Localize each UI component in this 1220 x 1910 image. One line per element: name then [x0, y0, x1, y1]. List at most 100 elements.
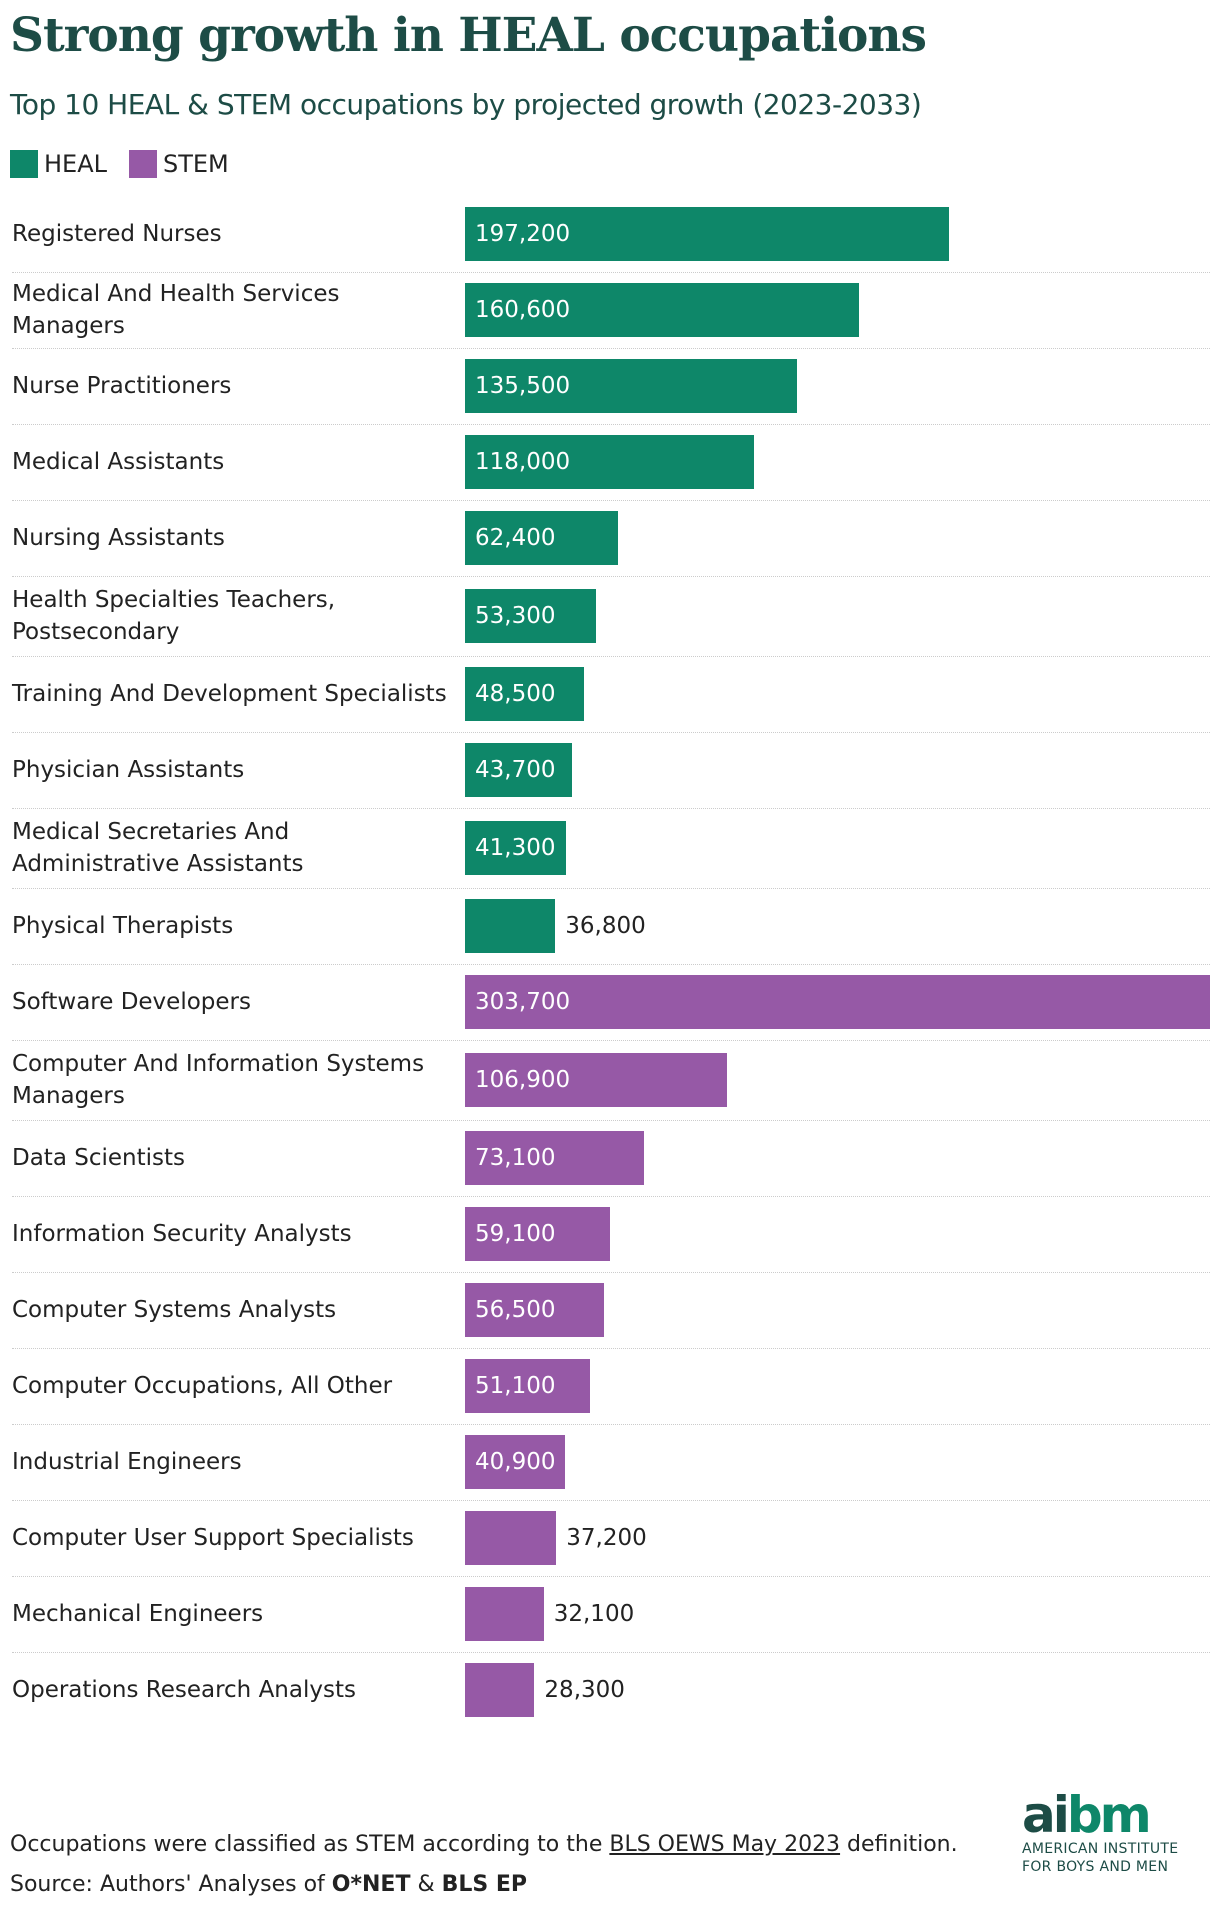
source-prefix: Source: Authors' Analyses of [10, 1872, 332, 1897]
category-label: Training And Development Specialists [12, 681, 447, 707]
category-label: Information Security Analysts [12, 1221, 352, 1247]
bar-stem [465, 975, 1210, 1029]
footnote-text: Occupations were classified as STEM acco… [10, 1832, 610, 1857]
category-label: Medical Assistants [12, 449, 225, 475]
bar-row: Computer User Support Specialists 37,200 [12, 1500, 1210, 1577]
value-label: 51,100 [475, 1373, 556, 1399]
footnote: Occupations were classified as STEM acco… [10, 1832, 958, 1857]
category-label: Industrial Engineers [12, 1449, 242, 1475]
bar-row: Computer Occupations, All Other 51,100 [12, 1348, 1210, 1425]
logo-line1: AMERICAN INSTITUTE [1022, 1841, 1179, 1857]
bar-row: Health Specialties Teachers, Postseconda… [12, 576, 1210, 657]
value-label: 40,900 [475, 1449, 556, 1475]
legend-swatch-stem [129, 150, 157, 178]
value-label: 73,100 [475, 1145, 556, 1171]
logo-line2: FOR BOYS AND MEN [1022, 1859, 1169, 1875]
source-bls-ep: BLS EP [441, 1872, 528, 1897]
value-label: 160,600 [475, 297, 571, 323]
legend-label-stem: STEM [163, 150, 229, 178]
bar-stem [465, 1207, 610, 1261]
category-label: Medical Secretaries And Administrative A… [12, 819, 304, 877]
value-label: 62,400 [475, 525, 556, 551]
bar-row: Physical Therapists 36,800 [12, 888, 1210, 965]
chart-subtitle: Top 10 HEAL & STEM occupations by projec… [10, 88, 922, 121]
bar-row: Computer And Information Systems Manager… [12, 1040, 1210, 1121]
bar-row: Medical And Health Services Managers 160,… [12, 272, 1210, 349]
bar-row: Training And Development Specialists 48,5… [12, 656, 1210, 733]
bls-oews-link[interactable]: BLS OEWS May 2023 [609, 1832, 841, 1857]
value-label: 36,800 [565, 913, 646, 939]
bar-row: Industrial Engineers 40,900 [12, 1424, 1210, 1501]
bar-row: Medical Secretaries And Administrative A… [12, 808, 1210, 889]
category-label: Computer User Support Specialists [12, 1525, 414, 1551]
bar-heal [465, 511, 619, 565]
legend-label-heal: HEAL [44, 150, 107, 178]
logo-ai: ai [1022, 1786, 1070, 1844]
logo-bm: bm [1066, 1786, 1152, 1844]
category-label: Registered Nurses [12, 221, 222, 247]
bar-stem [465, 1283, 604, 1337]
bar-heal [465, 821, 567, 875]
aibm-logo: aibm AMERICAN INSTITUTE FOR BOYS AND MEN [1022, 1790, 1178, 1876]
category-label: Software Developers [12, 989, 251, 1015]
value-label: 53,300 [475, 603, 556, 629]
source-amp: & [410, 1872, 442, 1897]
category-label: Health Specialties Teachers, Postseconda… [12, 587, 336, 645]
value-label: 303,700 [475, 989, 571, 1015]
value-label: 135,500 [475, 373, 571, 399]
value-label: 56,500 [475, 1297, 556, 1323]
value-label: 37,200 [566, 1525, 647, 1551]
footnote-text-end: definition. [840, 1832, 958, 1857]
bar-row: Software Developers 303,700 [12, 964, 1210, 1041]
bar-heal [465, 283, 859, 337]
bar-row: Nurse Practitioners 135,500 [12, 348, 1210, 425]
bar-heal [465, 589, 596, 643]
bar-heal [465, 743, 573, 797]
category-label: Mechanical Engineers [12, 1601, 264, 1627]
value-label: 59,100 [475, 1221, 556, 1247]
source-line: Source: Authors' Analyses of O*NET & BLS… [10, 1872, 527, 1897]
category-label: Data Scientists [12, 1145, 185, 1171]
value-label: 41,300 [475, 835, 556, 861]
bar-heal [465, 207, 949, 261]
bar-stem [465, 1435, 566, 1489]
value-label: 28,300 [544, 1677, 625, 1703]
value-label: 197,200 [475, 221, 571, 247]
bar-stem [465, 1663, 535, 1717]
bar-row: Medical Assistants 118,000 [12, 424, 1210, 501]
value-label: 43,700 [475, 757, 556, 783]
bar-row: Data Scientists 73,100 [12, 1120, 1210, 1197]
category-label: Computer Occupations, All Other [12, 1373, 393, 1399]
category-label: Physical Therapists [12, 913, 234, 939]
bar-row: Information Security Analysts 59,100 [12, 1196, 1210, 1273]
bar-row: Nursing Assistants 62,400 [12, 500, 1210, 577]
value-label: 118,000 [475, 449, 571, 475]
category-label: Nursing Assistants [12, 525, 225, 551]
category-label: Nurse Practitioners [12, 373, 232, 399]
bar-stem [465, 1511, 557, 1565]
value-label: 32,100 [553, 1601, 635, 1627]
bar-row: Computer Systems Analysts 56,500 [12, 1272, 1210, 1349]
bar-row: Mechanical Engineers 32,100 [12, 1576, 1210, 1653]
bar-row: Physician Assistants 43,700 [12, 732, 1210, 809]
value-label: 106,900 [475, 1067, 571, 1093]
bar-stem [465, 1587, 544, 1641]
bar-row: Registered Nurses 197,200 [12, 196, 1210, 273]
legend-swatch-heal [10, 150, 38, 178]
bar-heal [465, 899, 556, 953]
category-label: Computer Systems Analysts [12, 1297, 337, 1323]
category-label: Medical And Health Services Managers [12, 281, 340, 339]
legend: HEAL STEM [10, 150, 251, 178]
legend-item-stem: STEM [129, 150, 229, 178]
category-label: Computer And Information Systems Manager… [12, 1051, 425, 1109]
bar-row: Operations Research Analysts 28,300 [12, 1652, 1210, 1728]
bar-heal [465, 435, 755, 489]
source-onet: O*NET [331, 1872, 411, 1897]
category-label: Physician Assistants [12, 757, 245, 783]
legend-item-heal: HEAL [10, 150, 107, 178]
value-label: 48,500 [475, 681, 556, 707]
bar-heal [465, 667, 584, 721]
logo-mark: aibm [1022, 1790, 1178, 1840]
bar-stem [465, 1359, 591, 1413]
bar-stem [465, 1053, 728, 1107]
